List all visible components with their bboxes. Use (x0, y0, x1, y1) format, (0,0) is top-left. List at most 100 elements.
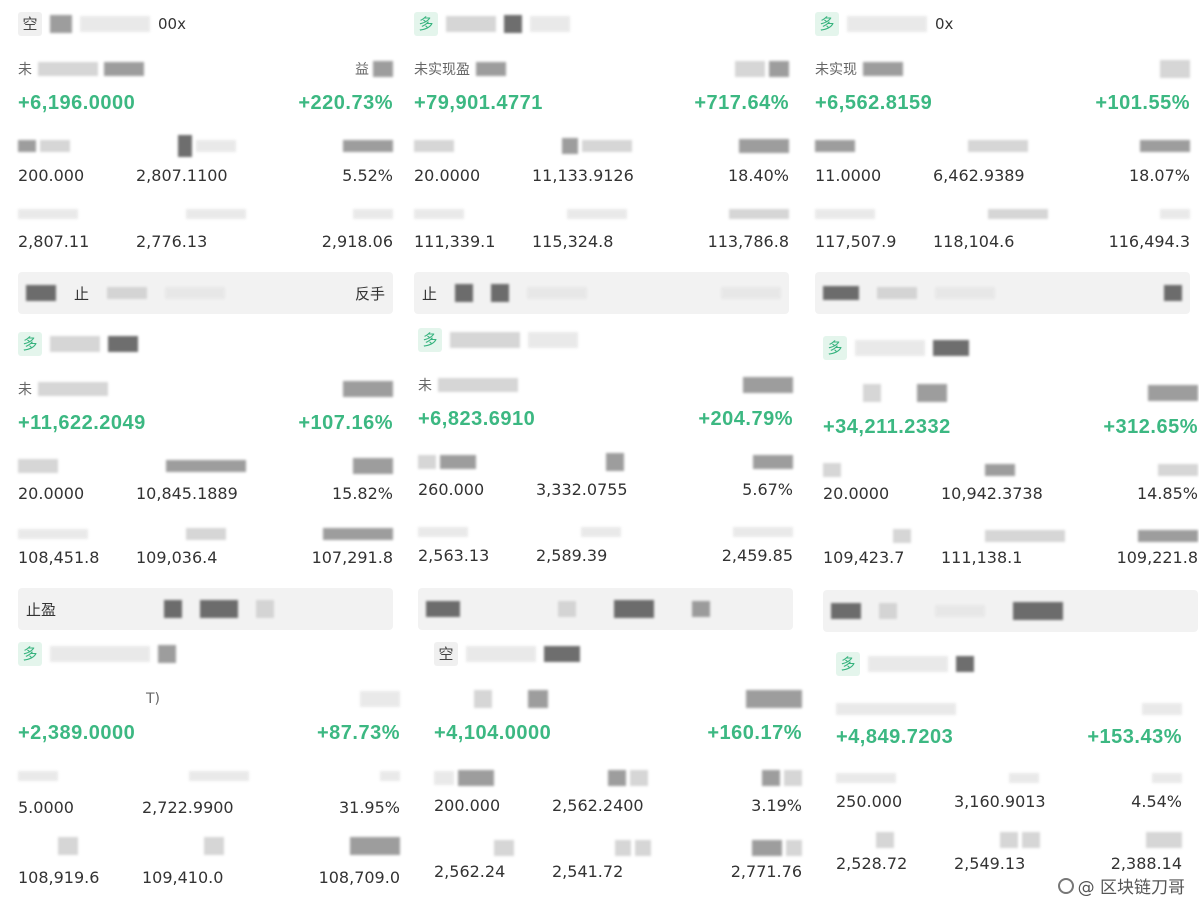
margin-ratio: 15.82% (331, 484, 393, 503)
redacted-block (1148, 385, 1198, 401)
redacted-block (158, 645, 176, 663)
redacted-block (18, 459, 58, 473)
redacted-block (823, 286, 859, 300)
redacted-block (440, 455, 476, 469)
position-size: 20.0000 (414, 166, 481, 185)
position-card[interactable]: 空 00x 未 益 +6,196.0000 +220.73% 200.000 2… (18, 10, 393, 314)
roi-label (1142, 698, 1182, 720)
unrealized-pnl-label (836, 698, 956, 720)
action-bar: 止盈 (18, 588, 393, 630)
side-tag: 多 (815, 12, 839, 36)
roi-value: +160.17% (707, 722, 802, 744)
redacted-block (527, 287, 588, 299)
take-profit-button[interactable]: 止 (422, 284, 438, 303)
field-labels-row-2 (823, 526, 1198, 546)
redacted-block (18, 209, 78, 219)
position-card[interactable]: 多 未 +6,823.6910 +204.79% 260.000 3,332.0… (418, 326, 793, 630)
position-card[interactable]: 多 未实现盈 +79,901.4771 +717.64% 20.0000 11,… (414, 10, 789, 314)
label-text: 未 (418, 378, 432, 394)
position-size: 20.0000 (823, 484, 890, 503)
watermark: @ 区块链刀哥 (1057, 873, 1185, 898)
field-labels-row-1 (823, 460, 1198, 480)
margin-value: 2,807.1100 (136, 166, 228, 185)
position-card[interactable]: 多 未 +11,622.2049 +107.16% 20.0000 10,845… (18, 330, 393, 630)
redacted-block (733, 527, 793, 537)
values-row-2: 2,528.72 2,549.13 2,388.14 (836, 854, 1182, 876)
redacted-block (418, 455, 436, 469)
margin-ratio: 4.54% (1131, 792, 1182, 811)
redacted-block (729, 209, 789, 219)
side-tag: 多 (418, 328, 442, 352)
redacted-block (530, 16, 570, 32)
position-size: 260.000 (418, 480, 485, 499)
liquidation-price: 107,291.8 (311, 548, 393, 567)
redacted-block (1138, 530, 1198, 542)
watermark-text: @ 区块链刀哥 (1077, 878, 1185, 898)
redacted-block (380, 771, 400, 781)
margin-value: 11,133.9126 (532, 166, 634, 185)
redacted-block (614, 600, 654, 618)
take-profit-button[interactable]: 止 (74, 284, 90, 303)
side-tag: 多 (823, 336, 847, 360)
mark-price: 109,410.0 (142, 868, 224, 887)
reverse-button[interactable]: 反手 (354, 284, 385, 303)
redacted-block (58, 837, 78, 855)
position-card[interactable]: 多 +4,849.7203 +153.43% 250.000 3,160.901… (836, 650, 1182, 900)
field-labels-row-1 (418, 452, 793, 472)
redacted-block (40, 140, 70, 152)
field-labels-row-2 (18, 204, 393, 224)
redacted-block (868, 656, 948, 672)
redacted-block (967, 140, 1028, 152)
unrealized-pnl-label: 未 (18, 378, 108, 400)
values-row-2: 108,451.8 109,036.4 107,291.8 (18, 548, 393, 570)
redacted-block (26, 285, 56, 301)
redacted-block (343, 381, 393, 397)
values-row-2: 117,507.9 118,104.6 116,494.3 (815, 232, 1190, 254)
values-row-1: 11.0000 6,462.9389 18.07% (815, 166, 1190, 188)
redacted-block (608, 770, 626, 786)
redacted-block (80, 16, 150, 32)
redacted-block (204, 837, 224, 855)
entry-price: 109,423.7 (823, 548, 905, 567)
entry-price: 2,563.13 (418, 546, 490, 565)
redacted-block (917, 384, 947, 402)
liquidation-price: 2,771.76 (730, 862, 802, 881)
redacted-block (107, 287, 148, 299)
margin-value: 3,332.0755 (536, 480, 628, 499)
position-card[interactable]: 空 +4,104.0000 +160.17% 200.000 2,562.240… (434, 640, 802, 900)
unrealized-pnl-value: +4,104.0000 (434, 722, 552, 744)
redacted-block (1000, 832, 1018, 848)
redacted-block (836, 703, 956, 715)
redacted-block (177, 135, 192, 157)
redacted-block (1142, 703, 1182, 715)
take-profit-button[interactable]: 止盈 (26, 600, 57, 619)
action-bar (823, 590, 1198, 632)
position-card[interactable]: 多 +34,211.2332 +312.65% 20.0000 10,942.3… (823, 334, 1198, 634)
redacted-block (1009, 773, 1039, 783)
redacted-block (50, 15, 72, 33)
liquidation-price: 108,709.0 (318, 868, 400, 887)
unrealized-pnl-label (434, 688, 548, 710)
margin-value: 6,462.9389 (933, 166, 1025, 185)
redacted-block (426, 601, 460, 617)
roi-label: 益 (355, 58, 393, 80)
margin-ratio: 18.40% (727, 166, 789, 185)
redacted-block (630, 770, 648, 786)
values-row-1: 5.0000 2,722.9900 31.95% (18, 798, 400, 820)
roi-label (735, 58, 789, 80)
redacted-block (692, 601, 710, 617)
redacted-block (1013, 602, 1063, 620)
redacted-block (1158, 464, 1198, 476)
field-labels-row-2 (418, 522, 793, 542)
redacted-block (879, 603, 897, 619)
unrealized-pnl-value: +6,196.0000 (18, 92, 136, 114)
field-labels-row-1 (815, 136, 1190, 156)
redacted-block (935, 605, 985, 617)
position-card[interactable]: 多 T) +2,389.0000 +87.73% 5.0000 2,722.99… (18, 640, 400, 900)
field-labels-row-1 (434, 768, 802, 788)
redacted-block (455, 284, 474, 302)
field-labels-row-1 (836, 768, 1182, 788)
roi-value: +101.55% (1095, 92, 1190, 114)
position-card[interactable]: 多 0x 未实现 +6,562.8159 +101.55% 11.0000 6,… (815, 10, 1190, 314)
values-row-1: 200.000 2,562.2400 3.19% (434, 796, 802, 818)
